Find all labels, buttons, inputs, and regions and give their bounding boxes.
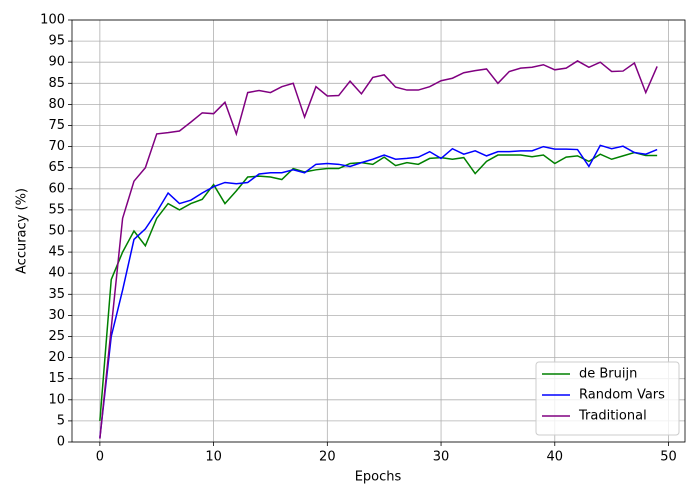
y-tick-label: 70 [48, 139, 65, 154]
y-tick-label: 90 [48, 55, 65, 70]
y-tick-label: 20 [48, 350, 65, 365]
x-tick-label: 50 [660, 450, 677, 465]
x-tick-label: 10 [205, 450, 222, 465]
y-tick-label: 50 [48, 224, 65, 239]
y-tick-label: 30 [48, 308, 65, 323]
y-tick-label: 45 [48, 245, 65, 260]
y-tick-label: 60 [48, 181, 65, 196]
legend-label: de Bruijn [579, 367, 637, 382]
x-tick-label: 0 [96, 450, 104, 465]
legend-label: Traditional [578, 409, 647, 424]
plot-frame [71, 19, 686, 443]
y-tick-label: 40 [48, 266, 65, 281]
y-tick-label: 15 [48, 371, 65, 386]
y-tick-label: 65 [48, 160, 65, 175]
y-tick-label: 35 [48, 287, 65, 302]
series-line [99, 144, 658, 438]
legend-label: Random Vars [579, 388, 665, 403]
x-tick-label: 30 [433, 450, 450, 465]
y-tick-label: 85 [48, 76, 65, 91]
y-tick-label: 75 [48, 118, 65, 133]
x-tick-label: 20 [319, 450, 336, 465]
series-line [99, 60, 658, 439]
y-tick-label: 25 [48, 329, 65, 344]
legend-box [535, 361, 680, 436]
y-tick-label: 80 [48, 97, 65, 112]
y-tick-label: 5 [57, 413, 65, 428]
y-tick-label: 100 [40, 13, 65, 28]
y-tick-label: 10 [48, 392, 65, 407]
y-tick-label: 95 [48, 34, 65, 49]
y-tick-label: 0 [57, 435, 65, 450]
y-tick-label: 55 [48, 202, 65, 217]
x-axis-label: Epochs [355, 470, 402, 485]
series-line [99, 151, 658, 421]
x-tick-label: 40 [547, 450, 564, 465]
y-axis-label: Accuracy (%) [15, 188, 30, 274]
